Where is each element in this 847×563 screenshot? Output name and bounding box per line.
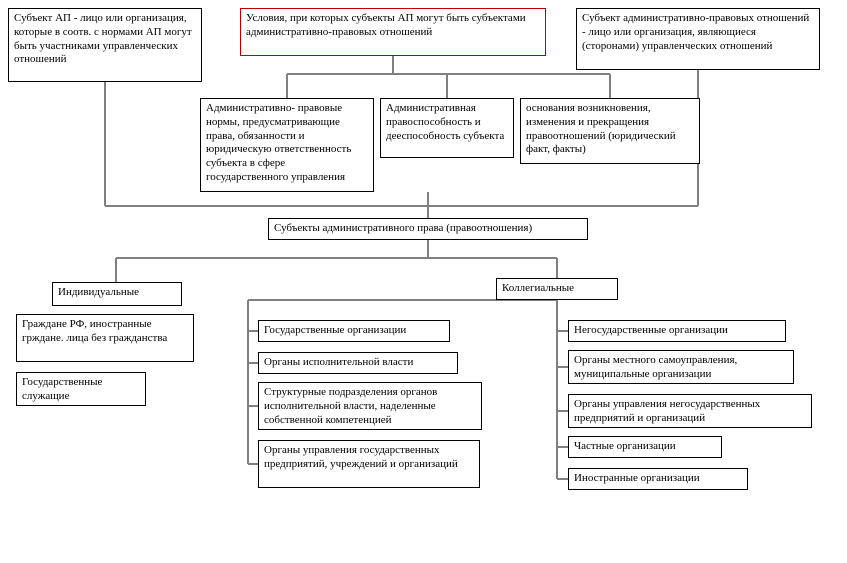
- n_exec_power: Органы исполнительной власти: [258, 352, 458, 374]
- n_citizens: Граждане РФ, иностранные грждане. лица б…: [16, 314, 194, 362]
- n_local_self: Органы местного самоуправления, муниципа…: [568, 350, 794, 384]
- n_subject_rel: Субъект административно-правовых отношен…: [576, 8, 820, 70]
- n_struct_units: Структурные подразделения органов исполн…: [258, 382, 482, 430]
- n_capacity: Административная правоспособность и деес…: [380, 98, 514, 158]
- n_subject_ap: Субъект АП - лицо или организация, котор…: [8, 8, 202, 82]
- n_foreign: Иностранные организации: [568, 468, 748, 490]
- n_individual: Индивидуальные: [52, 282, 182, 306]
- n_conditions: Условия, при которых субъекты АП могут б…: [240, 8, 546, 56]
- diagram-canvas: Субъект АП - лицо или организация, котор…: [0, 0, 847, 563]
- n_gov_orgs: Государственные организации: [258, 320, 450, 342]
- n_grounds: основания возникновения, изменения и пре…: [520, 98, 700, 164]
- n_norms: Административно- правовые нормы, предусм…: [200, 98, 374, 192]
- n_nongov: Негосударственные организации: [568, 320, 786, 342]
- n_civil_servants: Государственные служащие: [16, 372, 146, 406]
- n_private: Частные организации: [568, 436, 722, 458]
- n_subjects_main: Субъекты административного права (правоо…: [268, 218, 588, 240]
- n_mgmt_nongov: Органы управления негосударственных пред…: [568, 394, 812, 428]
- n_mgmt_gov: Органы управления государственных предпр…: [258, 440, 480, 488]
- n_collegial: Коллегиальные: [496, 278, 618, 300]
